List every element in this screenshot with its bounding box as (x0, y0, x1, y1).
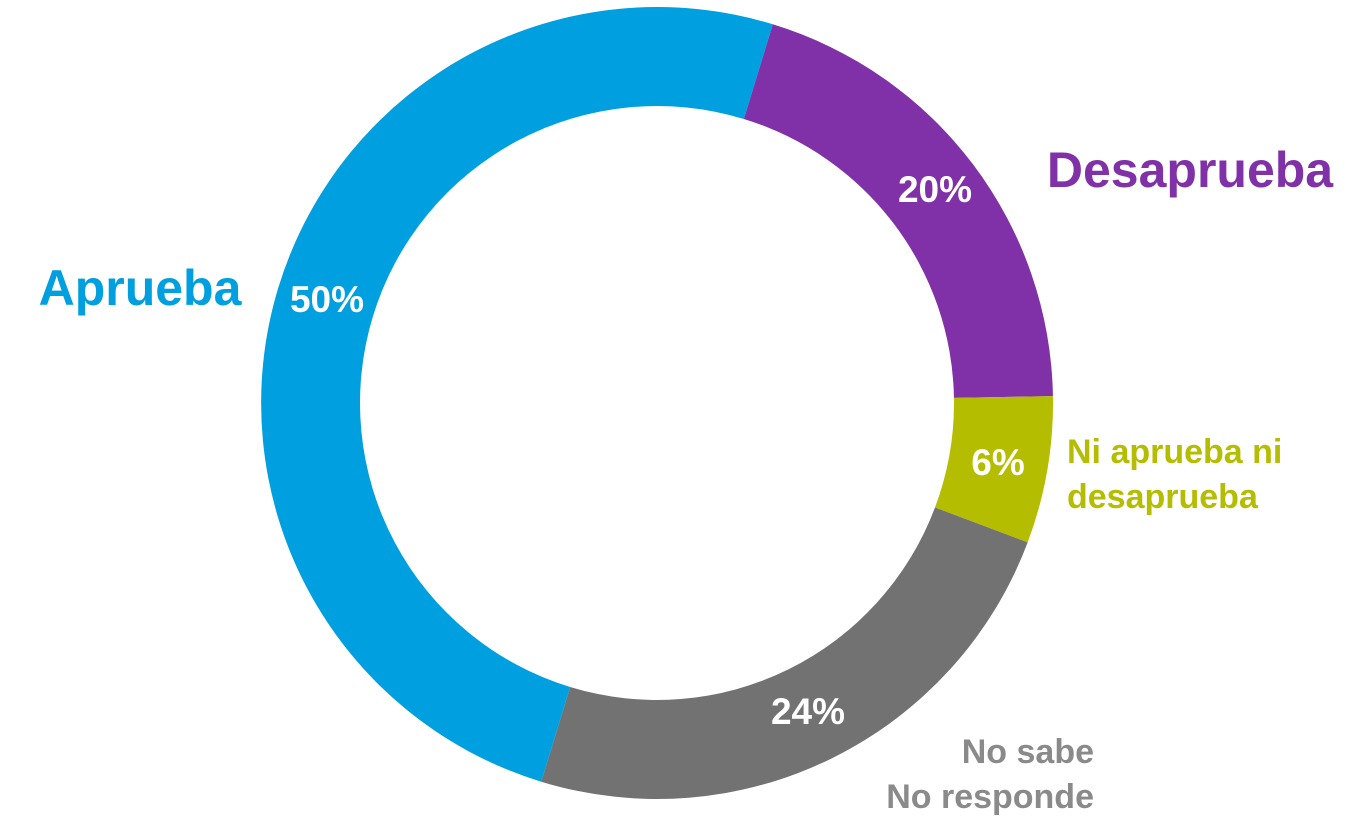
category-label: No sabe (962, 733, 1094, 771)
donut-slice (935, 396, 1053, 543)
category-label: Desaprueba (1047, 142, 1334, 198)
value-label: 24% (771, 691, 845, 732)
category-label: desaprueba (1067, 478, 1259, 516)
value-label: 20% (898, 169, 972, 210)
value-label: 6% (971, 442, 1024, 483)
category-label: Ni aprueba ni (1067, 433, 1282, 471)
donut-slice (743, 24, 1053, 398)
donut-slice (261, 7, 773, 782)
value-label: 50% (290, 279, 364, 320)
category-label: No responde (886, 778, 1094, 816)
category-label: Aprueba (39, 260, 243, 316)
donut-slice (541, 507, 1028, 799)
